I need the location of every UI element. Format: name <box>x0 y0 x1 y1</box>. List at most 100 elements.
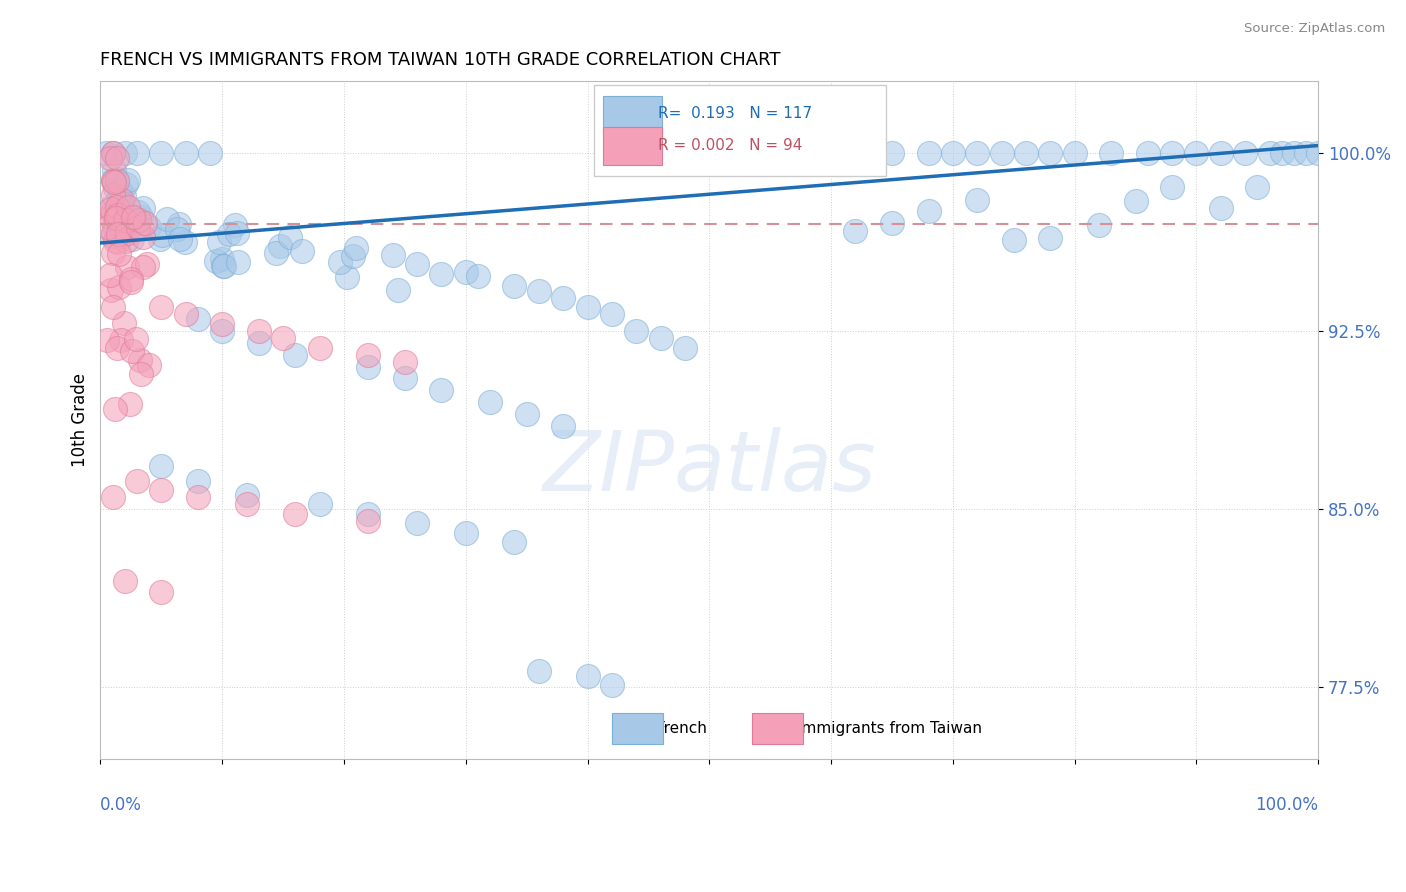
Point <box>107 247 129 261</box>
Point <box>103 246 125 260</box>
Point <box>553 419 575 434</box>
Point <box>187 491 209 505</box>
Point <box>406 257 429 271</box>
Point <box>218 227 240 241</box>
Point <box>198 145 221 160</box>
Point <box>138 358 160 372</box>
Point <box>211 317 233 331</box>
Point <box>103 175 125 189</box>
Point <box>166 222 188 236</box>
Point <box>108 280 131 294</box>
Point <box>150 483 173 498</box>
Point <box>212 259 235 273</box>
Point <box>880 216 903 230</box>
Point <box>1308 145 1330 160</box>
Point <box>1185 145 1208 160</box>
Text: 100.0%: 100.0% <box>1256 796 1319 814</box>
Point <box>117 219 139 233</box>
Point <box>105 200 128 214</box>
Point <box>247 335 270 350</box>
Point <box>127 219 149 234</box>
Point <box>844 223 866 237</box>
Point <box>101 300 124 314</box>
Point <box>247 324 270 338</box>
Point <box>759 145 782 160</box>
Point <box>114 145 136 160</box>
Point <box>122 211 145 226</box>
Point <box>100 284 122 298</box>
Point <box>966 193 988 207</box>
Point <box>122 211 145 225</box>
Point <box>187 474 209 488</box>
Point <box>121 344 143 359</box>
Point <box>100 228 122 243</box>
Point <box>600 678 623 692</box>
Point <box>104 234 127 248</box>
Point <box>650 331 672 345</box>
Point <box>132 201 155 215</box>
Text: FRENCH VS IMMIGRANTS FROM TAIWAN 10TH GRADE CORRELATION CHART: FRENCH VS IMMIGRANTS FROM TAIWAN 10TH GR… <box>100 51 780 69</box>
Point <box>115 260 138 274</box>
Point <box>150 459 173 474</box>
Point <box>105 172 128 186</box>
Y-axis label: 10th Grade: 10th Grade <box>72 373 89 467</box>
Point <box>105 341 128 355</box>
Point <box>129 367 152 381</box>
Point <box>121 232 143 246</box>
Point <box>467 269 489 284</box>
Point <box>1125 194 1147 208</box>
Point <box>134 216 156 230</box>
Point <box>626 324 648 338</box>
Point <box>1088 218 1111 232</box>
Point <box>110 333 132 347</box>
Point <box>104 402 127 417</box>
Point <box>1063 145 1085 160</box>
Point <box>101 146 124 161</box>
Point <box>1295 145 1317 160</box>
Point <box>211 252 233 266</box>
Point <box>1209 202 1232 216</box>
Point <box>342 249 364 263</box>
Point <box>673 341 696 355</box>
Point <box>103 219 125 233</box>
Point <box>115 213 138 227</box>
Point <box>990 145 1012 160</box>
Point <box>169 232 191 246</box>
Point <box>454 264 477 278</box>
Point <box>101 491 124 505</box>
Point <box>226 255 249 269</box>
FancyBboxPatch shape <box>752 714 803 744</box>
Point <box>205 254 228 268</box>
Point <box>1161 145 1184 160</box>
Point <box>208 235 231 249</box>
Point <box>576 668 599 682</box>
Point <box>357 359 380 374</box>
Point <box>278 230 301 244</box>
Point <box>105 209 128 223</box>
Point <box>108 197 131 211</box>
Point <box>357 514 380 528</box>
Point <box>112 316 135 330</box>
Point <box>108 183 131 197</box>
Point <box>105 174 128 188</box>
Point <box>454 526 477 541</box>
Point <box>1002 233 1025 247</box>
Point <box>114 574 136 588</box>
Point <box>132 260 155 274</box>
Point <box>103 163 125 178</box>
Point <box>112 189 135 203</box>
Point <box>105 152 128 166</box>
Point <box>114 213 136 227</box>
Point <box>114 177 136 191</box>
Point <box>387 283 409 297</box>
Point <box>820 145 842 160</box>
Point <box>100 202 122 216</box>
Point <box>107 235 129 249</box>
Point <box>104 181 127 195</box>
Point <box>942 145 965 160</box>
Point <box>406 516 429 531</box>
Point <box>1258 145 1281 160</box>
Point <box>110 193 132 207</box>
Point <box>1161 180 1184 194</box>
Point <box>127 205 149 219</box>
